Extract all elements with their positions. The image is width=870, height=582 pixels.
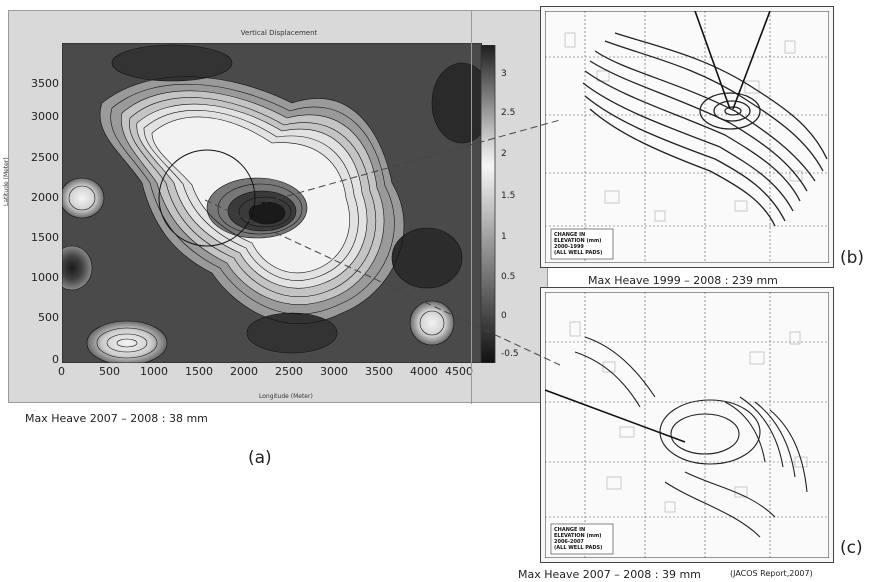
map-note-c: CHANGE IN ELEVATION (mm) 2006-2007 (ALL WEL… <box>554 527 603 551</box>
panel-a-frame: Vertical Displacement <box>3 10 548 404</box>
y-tick: 0 <box>52 353 59 366</box>
caption-b: Max Heave 1999 – 2008 : 239 mm <box>588 274 778 287</box>
x-tick: 3000 <box>320 365 348 378</box>
y-tick: 3000 <box>31 110 59 123</box>
x-tick: 4000 <box>410 365 438 378</box>
map-note-b: CHANGE IN ELEVATION (mm) 2000-1999 (ALL WEL… <box>554 232 603 256</box>
y-tick: 2000 <box>31 191 59 204</box>
well-pad-contour-map-c <box>545 292 829 558</box>
x-tick: 1000 <box>140 365 168 378</box>
colorbar-tick: 1 <box>501 232 507 242</box>
x-tick: 2000 <box>230 365 258 378</box>
caption-c: Max Heave 2007 – 2008 : 39 mm <box>518 568 701 581</box>
colorbar-tick: 0.5 <box>501 272 516 282</box>
panel-label-b: (b) <box>840 248 865 268</box>
colorbar-tick: -0.5 <box>501 349 519 359</box>
caption-a: Max Heave 2007 – 2008 : 38 mm <box>25 412 208 425</box>
source-citation: (JACOS Report,2007) <box>730 569 813 578</box>
y-tick: 3500 <box>31 77 59 90</box>
x-tick: 0 <box>58 365 65 378</box>
colorbar-tick: 1.5 <box>501 191 516 201</box>
y-tick: 1000 <box>31 271 59 284</box>
panel-c-map: CHANGE IN ELEVATION (mm) 2006-2007 (ALL WEL… <box>540 287 834 563</box>
y-tick: 1500 <box>31 231 59 244</box>
plot-title: Vertical Displacement <box>240 29 318 37</box>
x-tick: 1500 <box>185 365 213 378</box>
panel-b-map: CHANGE IN ELEVATION (mm) 2000-1999 (ALL WEL… <box>540 6 834 268</box>
colorbar-tick: 3 <box>501 69 507 79</box>
colorbar-tick: 0 <box>501 311 507 321</box>
panel-label-a: (a) <box>248 448 272 468</box>
y-tick: 500 <box>38 311 59 324</box>
colorbar-tick: 2.5 <box>501 108 516 118</box>
x-axis-label: Longitude (Meter) <box>259 393 313 400</box>
y-tick: 2500 <box>31 151 59 164</box>
x-tick: 4500 <box>445 365 473 378</box>
x-tick: 500 <box>99 365 120 378</box>
colorbar-divider <box>471 11 472 404</box>
colorbar <box>480 45 496 363</box>
colorbar-tick: 2 <box>501 149 507 159</box>
x-tick: 2500 <box>275 365 303 378</box>
well-pad-contour-map-b <box>545 11 829 263</box>
vertical-displacement-contour-map <box>62 43 482 363</box>
panel-label-c: (c) <box>840 538 863 558</box>
x-tick: 3500 <box>365 365 393 378</box>
